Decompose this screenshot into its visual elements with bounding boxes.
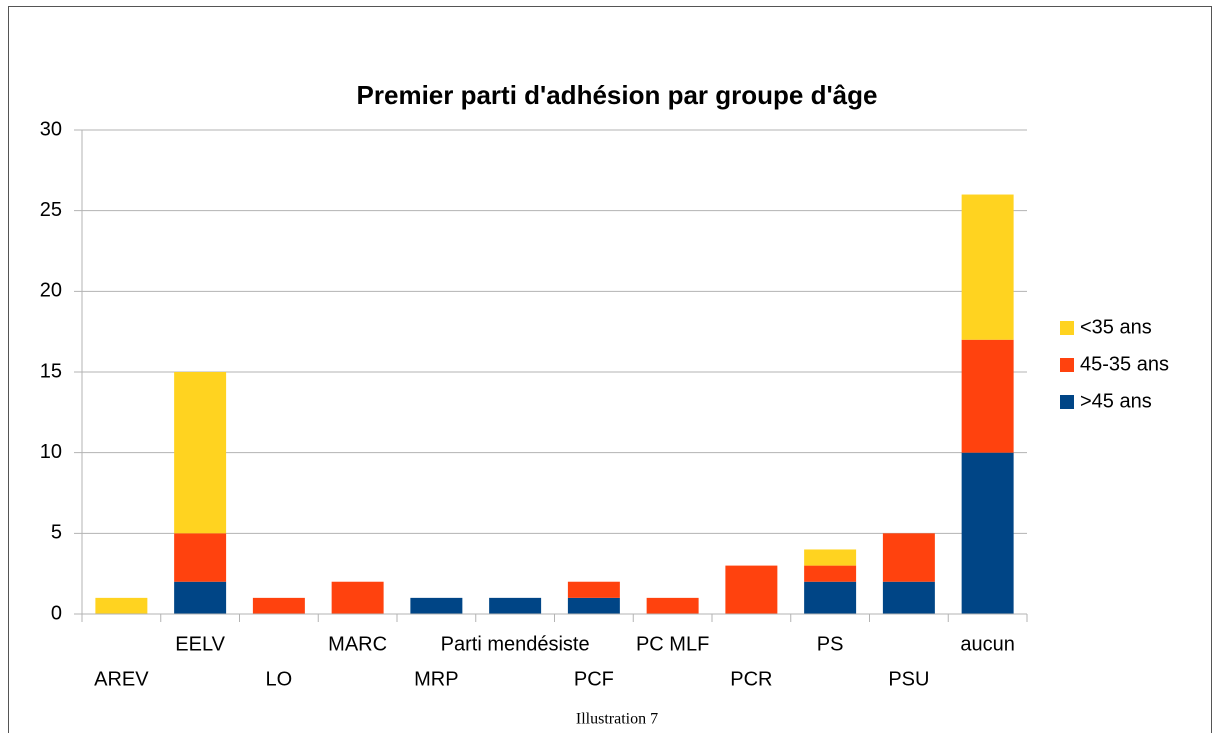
y-tick-label: 0 [51, 602, 62, 624]
bar-segment [804, 581, 857, 614]
bar-segment [882, 533, 935, 582]
x-tick-label: PS [817, 633, 844, 655]
bar-segment [95, 597, 148, 614]
y-tick-label: 5 [51, 522, 62, 544]
x-tick-label: EELV [175, 633, 225, 655]
x-tick-label: PSU [888, 668, 929, 690]
x-tick-label: LO [266, 668, 293, 690]
bar-segment [567, 597, 620, 614]
x-tick-label: Parti mendésiste [441, 633, 590, 655]
bar-segment [489, 597, 542, 614]
bar-segment [804, 565, 857, 582]
bar-segment [410, 597, 463, 614]
bar-segment [804, 549, 857, 566]
bar-segment [961, 339, 1014, 453]
legend-swatch [1060, 358, 1074, 372]
y-tick-label: 20 [40, 280, 62, 302]
x-tick-label: PCF [574, 668, 614, 690]
bar-segment [174, 533, 227, 582]
chart-title: Premier parti d'adhésion par groupe d'âg… [357, 80, 878, 110]
legend-label: >45 ans [1080, 390, 1152, 412]
bar-segment [567, 581, 620, 598]
legend-swatch [1060, 395, 1074, 409]
frame [8, 6, 1212, 733]
x-tick-label: MRP [414, 668, 458, 690]
legend-swatch [1060, 321, 1074, 335]
x-tick-label: PCR [730, 668, 772, 690]
x-tick-label: aucun [960, 633, 1015, 655]
x-tick-label: PC MLF [636, 633, 709, 655]
y-tick-label: 25 [40, 199, 62, 221]
bar-segment [174, 372, 227, 534]
caption: Illustration 7 [576, 711, 658, 728]
bar-segment [882, 581, 935, 614]
bar-segment [961, 194, 1014, 340]
bar-segment [646, 597, 699, 614]
legend-label: <35 ans [1080, 316, 1152, 338]
y-tick-label: 30 [40, 118, 62, 140]
bar-segment [252, 597, 305, 614]
bar-segment [961, 452, 1014, 614]
x-tick-label: AREV [94, 668, 149, 690]
bar-segment [331, 581, 384, 614]
x-tick-label: MARC [328, 633, 387, 655]
y-tick-label: 15 [40, 360, 62, 382]
bar-segment [725, 565, 778, 614]
y-tick-label: 10 [40, 441, 62, 463]
legend-label: 45-35 ans [1080, 353, 1169, 375]
bar-segment [174, 581, 227, 614]
